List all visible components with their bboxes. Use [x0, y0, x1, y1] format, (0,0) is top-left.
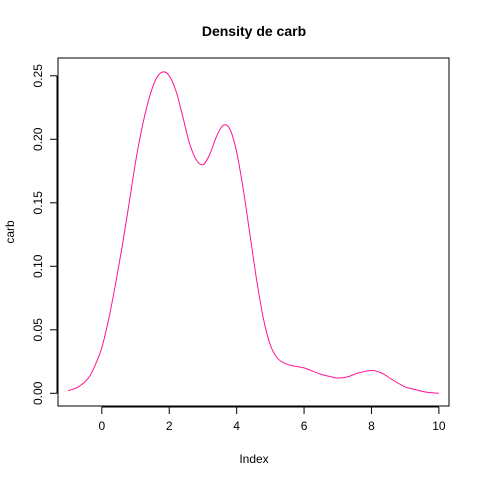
y-tick-label: 0.10	[31, 254, 45, 278]
plot-frame	[57, 57, 450, 407]
y-tick-label: 0.05	[31, 318, 45, 342]
y-axis-label: carb	[3, 220, 17, 244]
series-layer	[67, 71, 439, 394]
density-line	[67, 71, 439, 394]
x-axis-label: Index	[239, 452, 268, 466]
y-tick-label: 0.25	[31, 64, 45, 88]
x-tick-label: 6	[301, 419, 308, 433]
x-tick-label: 2	[166, 419, 173, 433]
x-tick-label: 10	[432, 419, 446, 433]
y-axis: 0.00 0.05 0.10 0.15 0.20 0.25	[31, 64, 58, 405]
x-tick-label: 8	[368, 419, 375, 433]
x-tick-label: 0	[98, 419, 105, 433]
x-tick-label: 4	[233, 419, 240, 433]
y-tick-label: 0.00	[31, 381, 45, 405]
x-axis: 0 2 4 6 8 10	[98, 406, 446, 433]
chart-title: Density de carb	[202, 23, 306, 39]
y-tick-label: 0.15	[31, 191, 45, 215]
y-tick-label: 0.20	[31, 127, 45, 151]
